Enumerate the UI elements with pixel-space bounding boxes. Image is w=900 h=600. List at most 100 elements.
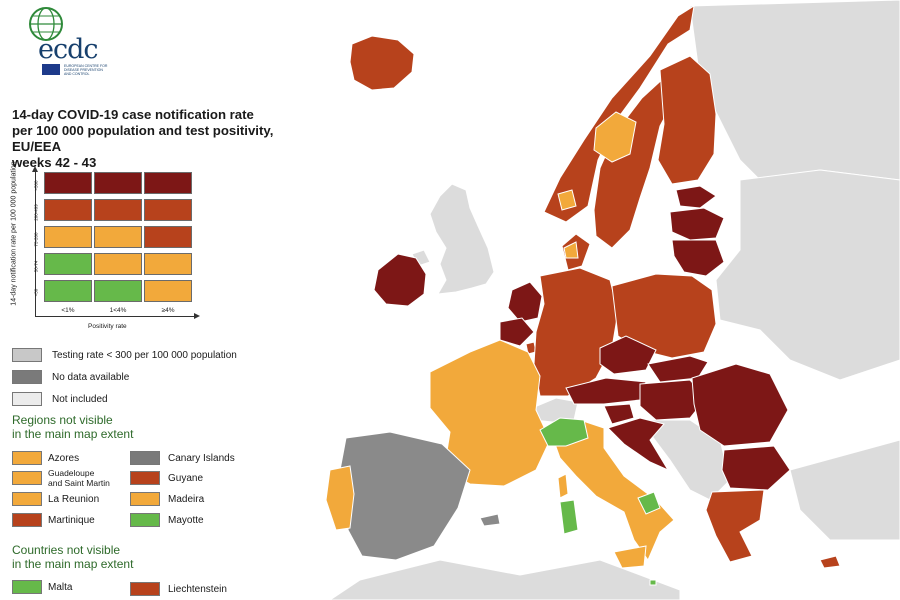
title-line: 14-day COVID-19 case notification rate	[12, 107, 254, 122]
matrix-y-axis-label: 14-day notification rate per 100 000 pop…	[10, 161, 18, 306]
matrix-cell	[44, 253, 92, 275]
corsica	[557, 473, 569, 499]
legend-swatch-not-included	[12, 392, 42, 406]
legend-swatch-la-reunion	[12, 492, 42, 506]
great-britain	[429, 183, 495, 295]
germany	[533, 267, 619, 397]
czechia	[599, 335, 657, 375]
italy-north-green-region	[539, 417, 589, 447]
matrix-cell	[94, 280, 142, 302]
malta-island	[649, 579, 657, 586]
matrix-col-label: <1%	[61, 307, 75, 314]
legend-swatch-liechtenstein	[130, 582, 160, 596]
legend-panel: ecdc EUROPEAN CENTRE FOR DISEASE PREVENT…	[0, 0, 300, 600]
legend-label-guyane: Guyane	[168, 473, 204, 484]
estonia	[675, 185, 717, 209]
balearic-islands	[479, 513, 501, 527]
hungary	[639, 379, 707, 421]
matrix-cell	[44, 172, 92, 194]
legend-label-malta: Malta	[48, 582, 73, 593]
croatia	[607, 417, 670, 472]
legend-swatch-mayotte	[130, 513, 160, 527]
legend-label-testing-rate: Testing rate < 300 per 100 000 populatio…	[52, 350, 237, 361]
matrix-cell	[44, 226, 92, 248]
matrix-cell	[144, 253, 192, 275]
matrix-row-label: <50	[33, 288, 39, 297]
turkey	[789, 439, 900, 541]
legend-swatch-guadeloupe	[12, 471, 42, 485]
denmark-orange-region	[563, 241, 579, 259]
legend-swatch-testing-rate	[12, 348, 42, 362]
ecdc-logo: ecdc EUROPEAN CENTRE FOR DISEASE PREVENT…	[10, 4, 110, 76]
matrix-row-label: 50-74	[33, 260, 39, 273]
iceland	[349, 35, 415, 91]
globe-icon	[29, 7, 63, 41]
logo-subtext: EUROPEAN CENTRE FOR DISEASE PREVENTION A…	[64, 64, 108, 76]
russia-north	[689, 0, 900, 181]
matrix-row-label: 200-499	[33, 204, 39, 221]
slovakia	[647, 355, 709, 383]
legend-label-liechtenstein: Liechtenstein	[168, 584, 227, 595]
legend-label-azores: Azores	[48, 453, 80, 464]
legend-swatch-no-data	[12, 370, 42, 384]
matrix-cell	[144, 226, 192, 248]
matrix-col-label: ≥4%	[161, 307, 175, 314]
lithuania	[671, 239, 725, 277]
matrix-row-label: >500	[33, 180, 39, 191]
latvia	[669, 207, 725, 241]
cyprus	[819, 555, 841, 569]
romania	[691, 363, 789, 447]
matrix-col-label: 1<4%	[109, 307, 127, 314]
map-title: 14-day COVID-19 case notification rate p…	[12, 107, 312, 171]
legend-label-not-included: Not included	[52, 394, 108, 405]
matrix-cell	[144, 199, 192, 221]
matrix-x-axis	[35, 313, 200, 319]
north-africa	[329, 559, 681, 600]
norway-orange-region	[557, 189, 577, 211]
eu-flag-icon	[42, 64, 60, 75]
belgium	[499, 317, 535, 347]
eu-eea-countries	[325, 4, 841, 586]
title-line: weeks 42 - 43	[12, 155, 97, 170]
legend-label-mayotte: Mayotte	[168, 515, 204, 526]
italy	[549, 419, 675, 562]
regions-section-title: Regions not visible in the main map exte…	[12, 413, 134, 441]
matrix-cell	[44, 280, 92, 302]
matrix-cell	[94, 226, 142, 248]
legend-swatch-azores	[12, 451, 42, 465]
sweden-orange-region	[593, 111, 637, 163]
legend-swatch-malta	[12, 580, 42, 594]
russia-belarus-ukraine	[715, 169, 900, 381]
bulgaria	[721, 445, 791, 491]
matrix-cell	[144, 172, 192, 194]
italy-south-green-region	[637, 491, 661, 515]
matrix-cell	[94, 199, 142, 221]
balkans-west	[639, 419, 731, 501]
legend-swatch-madeira	[130, 492, 160, 506]
matrix-cell	[44, 199, 92, 221]
matrix-x-axis-label: Positivity rate	[88, 323, 127, 330]
france	[429, 339, 551, 487]
legend-label-martinique: Martinique	[48, 515, 95, 526]
sardinia	[559, 499, 579, 535]
legend-label-madeira: Madeira	[168, 494, 205, 505]
legend-label-canary-islands: Canary Islands	[168, 453, 235, 464]
ireland	[373, 253, 427, 307]
matrix-cell	[94, 172, 142, 194]
logo-wordmark: ecdc	[38, 34, 99, 65]
legend-label-guadeloupe: Guadeloupe and Saint Martin	[48, 468, 110, 488]
legend-swatch-guyane	[130, 471, 160, 485]
finland	[657, 55, 717, 185]
matrix-cell	[144, 280, 192, 302]
slovenia	[603, 403, 635, 425]
title-line: per 100 000 population and test positivi…	[12, 123, 274, 154]
legend-label-la-reunion: La Reunion	[48, 494, 100, 505]
legend-swatch-martinique	[12, 513, 42, 527]
greece	[705, 489, 765, 563]
matrix-row-label: 75-200	[33, 232, 39, 247]
matrix-cell	[94, 253, 142, 275]
legend-swatch-canary-islands	[130, 451, 160, 465]
netherlands	[507, 281, 543, 323]
matrix-y-axis	[32, 166, 38, 316]
